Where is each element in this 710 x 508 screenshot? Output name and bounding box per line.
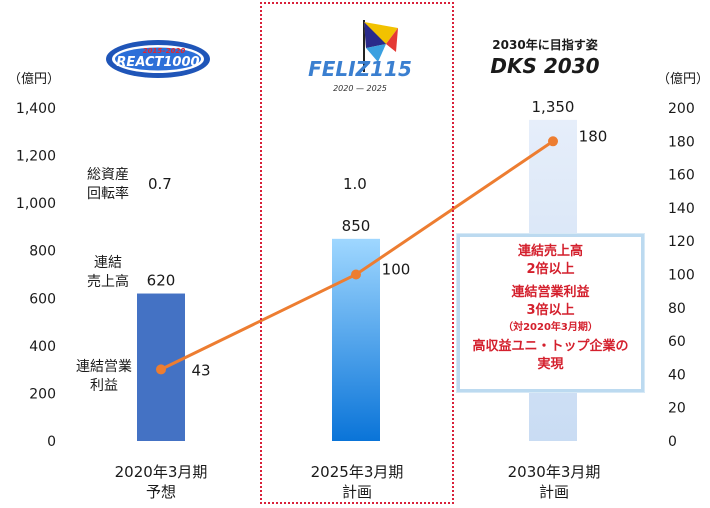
bar-value-label: 620 — [147, 272, 176, 290]
react-years: 2015–2020 — [143, 47, 186, 55]
dks-name: DKS 2030 — [490, 54, 600, 78]
react1000-logo: 2015–2020 REACT1000 — [106, 40, 210, 78]
callout-line: 2倍以上 — [526, 262, 575, 277]
right-axis-tick-label: 20 — [668, 401, 686, 417]
right-axis-tick-label: 200 — [668, 101, 695, 117]
left-axis-unit: （億円） — [8, 72, 61, 87]
left-axis-tick-label: 600 — [29, 291, 56, 307]
line-value-label: 180 — [579, 127, 608, 145]
left-axis-tick-label: 400 — [29, 339, 56, 355]
callout-line: （対2020年3月期） — [503, 322, 598, 333]
plan-2025-highlight-box — [260, 2, 454, 504]
bar-value-label: 1,350 — [532, 98, 575, 116]
sales-row-label: 連結 売上高 — [87, 255, 129, 290]
left-axis-tick-label: 0 — [47, 434, 56, 450]
point-operating-profit — [156, 364, 166, 375]
right-axis-tick-label: 140 — [668, 201, 695, 217]
right-axis-tick-label: 160 — [668, 168, 695, 184]
callout-line: 3倍以上 — [526, 303, 575, 318]
callout-line: 連結営業利益 — [511, 285, 590, 300]
turnover-2020: 0.7 — [148, 175, 172, 193]
right-axis-tick-label: 60 — [668, 334, 686, 350]
right-axis-tick-label: 80 — [668, 301, 686, 317]
right-axis-unit: （億円） — [657, 72, 710, 87]
point-operating-profit — [351, 269, 361, 280]
turnover-2025: 1.0 — [343, 175, 367, 193]
react-name: REACT1000 — [116, 55, 199, 70]
right-axis-tick-label: 40 — [668, 367, 686, 383]
profit-row-label: 連結営業 利益 — [76, 359, 132, 394]
point-operating-profit — [548, 136, 558, 147]
left-axis-tick-label: 1,000 — [16, 196, 56, 212]
left-axis-tick-label: 1,200 — [16, 149, 56, 165]
line-value-label: 43 — [191, 361, 210, 379]
bar-value-label: 850 — [342, 217, 371, 235]
feliz-name: FELIZ115 — [308, 57, 412, 81]
callout-line: 高収益ユニ・トップ企業の — [472, 339, 629, 354]
x-category-2025: 2025年3月期 計画 — [310, 463, 404, 501]
left-axis-tick-label: 800 — [29, 244, 56, 260]
line-value-label: 100 — [382, 261, 411, 279]
dks2030-callout: 連結売上高 2倍以上 連結営業利益 3倍以上 （対2020年3月期） 高収益ユニ… — [457, 234, 644, 392]
x-category-2030: 2030年3月期 計画 — [507, 463, 601, 501]
right-axis-tick-label: 0 — [668, 434, 677, 450]
right-axis-tick-label: 120 — [668, 234, 695, 250]
right-axis-tick-label: 100 — [668, 268, 695, 284]
feliz115-logo: FELIZ115 2020 — 2025 — [308, 20, 412, 93]
x-category-2020: 2020年3月期 予想 — [114, 463, 208, 501]
turnover-label: 総資産 回転率 — [87, 167, 129, 202]
callout-line: 実現 — [537, 357, 564, 372]
callout-line: 連結売上高 — [517, 244, 583, 259]
right-axis-tick-label: 180 — [668, 134, 695, 150]
left-axis-tick-label: 1,400 — [16, 101, 56, 117]
left-axis-tick-label: 200 — [29, 386, 56, 402]
dks-heading: 2030年に目指す姿 — [492, 38, 598, 52]
feliz-years: 2020 — 2025 — [333, 84, 387, 93]
